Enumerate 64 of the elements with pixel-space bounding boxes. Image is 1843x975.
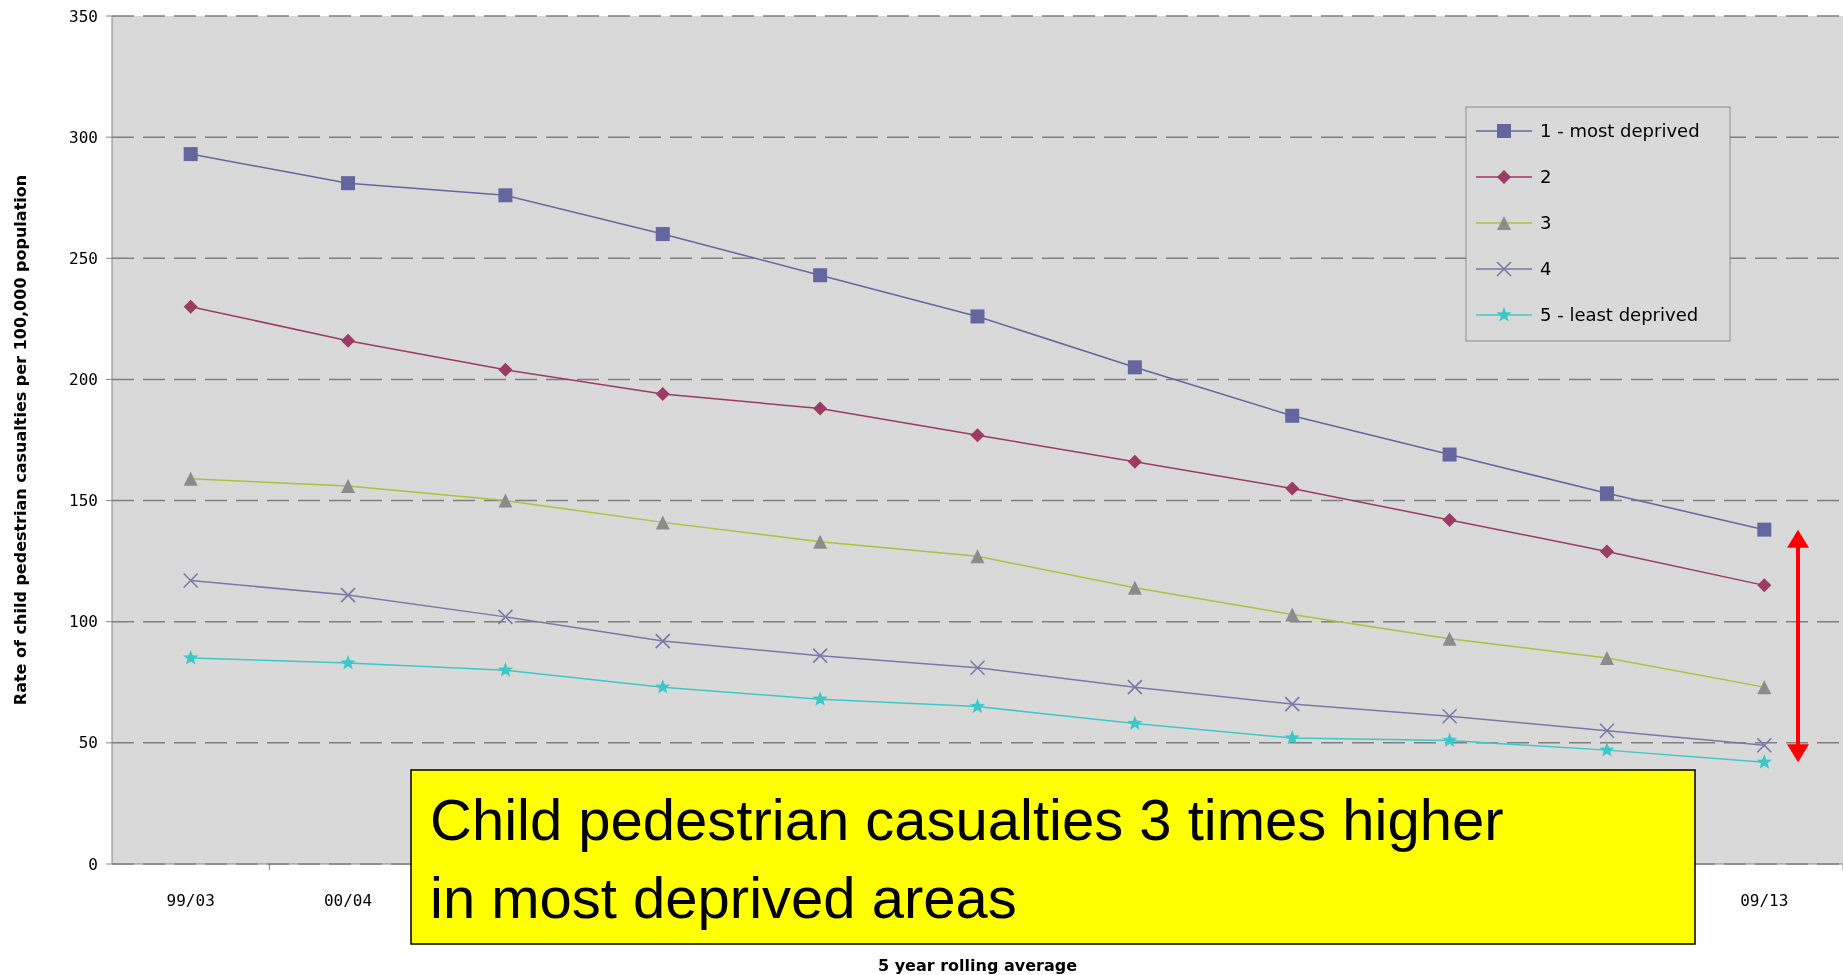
- point: [1442, 512, 1457, 527]
- y-tick-label: 50: [78, 733, 98, 753]
- point: [969, 698, 986, 713]
- y-tick-label: 0: [88, 854, 98, 874]
- point: [340, 654, 356, 670]
- point: [497, 662, 514, 677]
- x-tick-label: 00/04: [323, 891, 373, 910]
- y-tick-label: 350: [69, 6, 98, 26]
- y-tick-label: 100: [69, 612, 98, 632]
- point: [1599, 722, 1615, 739]
- y-tick-label: 200: [69, 370, 98, 390]
- point: [1127, 715, 1143, 730]
- point: [1285, 408, 1300, 423]
- point: [183, 650, 199, 665]
- point: [970, 309, 985, 324]
- legend-label: 5 - least deprived: [1540, 304, 1699, 326]
- point: [498, 362, 513, 377]
- point: [498, 188, 513, 203]
- point: [340, 587, 356, 603]
- point: [1441, 732, 1458, 747]
- legend-label: 4: [1540, 258, 1552, 280]
- point: [655, 386, 670, 401]
- y-tick-label: 300: [69, 127, 98, 147]
- annotation: Child pedestrian casualties 3 times higher in most deprived areas: [430, 787, 1504, 930]
- point: [183, 299, 198, 314]
- point: [813, 268, 828, 283]
- point: [1756, 754, 1772, 769]
- point: [1441, 708, 1458, 725]
- point: [183, 147, 198, 162]
- point: [1127, 360, 1142, 375]
- point: [654, 633, 671, 649]
- x-axis-title: 5 year rolling average: [877, 956, 1078, 975]
- point: [497, 609, 514, 625]
- point: [813, 401, 828, 416]
- point: [969, 659, 986, 676]
- point: [1284, 730, 1300, 745]
- legend-label: 3: [1540, 212, 1552, 234]
- point: [1756, 737, 1773, 754]
- callout-box: Child pedestrian casualties 3 times higher in most deprived areas: [410, 769, 1696, 945]
- point: [341, 176, 356, 191]
- y-axis-title: Rate of child pedestrian casualties per 100,000 population: [11, 174, 30, 706]
- point: [655, 679, 671, 694]
- point: [812, 647, 828, 664]
- legend-label: 2: [1540, 166, 1552, 188]
- legend-label: 1 - most deprived: [1540, 120, 1700, 142]
- point: [341, 333, 356, 348]
- point: [812, 691, 828, 706]
- y-tick-label: 150: [69, 491, 98, 511]
- point: [1442, 447, 1457, 462]
- point: [1127, 454, 1142, 469]
- point: [1284, 696, 1301, 712]
- point: [1757, 522, 1772, 537]
- point: [1285, 481, 1300, 496]
- point: [182, 572, 199, 589]
- point: [1599, 742, 1615, 757]
- point: [970, 428, 985, 443]
- y-tick-label: 250: [69, 248, 98, 268]
- point: [655, 227, 670, 242]
- point: [1599, 486, 1614, 501]
- point: [1127, 679, 1143, 695]
- point: [1757, 578, 1772, 593]
- x-tick-label: 99/03: [166, 891, 215, 910]
- x-tick-label: 09/13: [1740, 891, 1789, 910]
- point: [1599, 544, 1614, 559]
